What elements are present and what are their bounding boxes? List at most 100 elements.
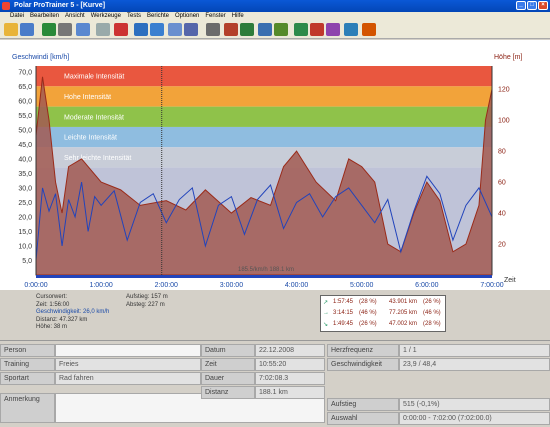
date-value: 22.12.2008	[255, 344, 325, 357]
summary-row: → 3:14:15 (46 %) 77.205 km (46 %)	[323, 310, 443, 316]
duration-value: 7:02:08.3	[255, 372, 325, 385]
y-right-tick-label: 60	[498, 180, 506, 187]
y-left-tick-label: 70,0	[18, 69, 32, 76]
chart-line-2-icon[interactable]	[150, 23, 164, 36]
time-label: Zeit	[201, 358, 255, 371]
close-button[interactable]: ×	[538, 1, 548, 10]
duration-label: Dauer	[201, 372, 255, 385]
y-left-tick-label: 50,0	[18, 127, 32, 134]
report-4-icon[interactable]	[344, 23, 358, 36]
menu-tests[interactable]: Tests	[126, 13, 141, 19]
menu-optionen[interactable]: Optionen	[175, 13, 200, 19]
intensity-zone	[36, 86, 492, 107]
y-left-tick-label: 65,0	[18, 84, 32, 91]
y-left-tick-label: 5,0	[22, 258, 32, 265]
laps-icon[interactable]	[258, 23, 272, 36]
direction-arrow-icon: ↘	[323, 322, 329, 328]
descent-value: Absteg: 227 m	[126, 301, 165, 308]
report-3-icon[interactable]	[326, 23, 340, 36]
y-left-tick-label: 60,0	[18, 98, 32, 105]
y-right-tick-label: 80	[498, 149, 506, 156]
toolbar	[0, 21, 550, 39]
left-axis-title: Geschwindi [km/h]	[12, 54, 69, 61]
cursor-title: Cursorwert:	[36, 294, 68, 300]
summary-time-percent: (26 %)	[359, 321, 377, 327]
summary-distance: 47.002 km	[389, 321, 418, 327]
speed-value: 23,9 / 48,4	[399, 358, 550, 371]
y-left-tick-label: 30,0	[18, 185, 32, 192]
cursor-speed: Geschwindigkeit: 26,0 km/h	[36, 309, 110, 316]
menu-werkzeuge[interactable]: Werkzeuge	[90, 13, 121, 19]
y-left-tick-label: 35,0	[18, 171, 32, 178]
person-value	[55, 344, 201, 357]
title-bar: Polar ProTrainer 5 - [Kurve] _ □ ×	[0, 0, 550, 12]
exercise-details: Person Training Freies Sportart Rad fahr…	[0, 340, 550, 427]
right-axis-title: Höhe [m]	[494, 54, 522, 61]
x-tick-label: 2:00:00	[155, 282, 178, 289]
cursor-time: Zeit: 1:56:00	[36, 301, 70, 308]
intensity-zone	[36, 147, 492, 168]
menu-fenster[interactable]: Fenster	[205, 13, 226, 19]
selection-label: Auswahl	[327, 412, 399, 425]
menu-berichte[interactable]: Berichte	[147, 13, 170, 19]
delete-icon[interactable]	[114, 23, 128, 36]
speed-label: Geschwindigkeit	[327, 358, 399, 371]
summary-distance-percent: (26 %)	[423, 299, 441, 305]
report-2-icon[interactable]	[310, 23, 324, 36]
y-left-tick-label: 25,0	[18, 200, 32, 207]
x-axis-bar	[36, 275, 492, 278]
ascent-summary: 515 (-0,1%)	[399, 398, 550, 411]
zone-label: Leichte Intensität	[64, 135, 117, 142]
person-label: Person	[0, 344, 55, 357]
compare-icon[interactable]	[224, 23, 238, 36]
speed-line	[35, 175, 493, 261]
distance-label: Distanz	[201, 386, 255, 399]
zone-label: Moderate Intensität	[64, 114, 124, 121]
date-label: Datum	[201, 344, 255, 357]
ascent-value: Aufstieg: 157 m	[126, 294, 168, 300]
y-right-tick-label: 120	[498, 87, 510, 94]
x-tick-label: 7:00:00	[480, 282, 503, 289]
window-title: Polar ProTrainer 5 - [Kurve]	[14, 2, 106, 9]
summary-distance: 43.901 km	[389, 299, 418, 305]
menu-bearbeiten[interactable]: Bearbeiten	[30, 13, 60, 19]
app-icon	[2, 2, 10, 10]
summary-time-percent: (28 %)	[359, 299, 377, 305]
x-tick-label: 6:00:00	[415, 282, 438, 289]
speed-altitude-chart[interactable]: Maximale Intensität Hohe Intensität Modera…	[0, 40, 550, 290]
summary-distance-percent: (46 %)	[423, 310, 441, 316]
cursor-altitude: Höhe: 38 m	[36, 324, 68, 331]
intensity-zone	[36, 126, 492, 148]
notes-icon[interactable]	[96, 23, 110, 36]
maximize-button[interactable]: □	[527, 1, 537, 10]
exercise-icon[interactable]	[42, 23, 56, 36]
save-icon[interactable]	[20, 23, 34, 36]
menu-ansicht[interactable]: Ansicht	[65, 13, 85, 19]
flag-icon[interactable]	[240, 23, 254, 36]
zone-label: Maximale Intensität	[64, 74, 124, 81]
summary-distance-percent: (28 %)	[423, 321, 441, 327]
minimize-button[interactable]: _	[516, 1, 526, 10]
report-1-icon[interactable]	[294, 23, 308, 36]
chart-columns-icon[interactable]	[184, 23, 198, 36]
calendar-icon[interactable]	[76, 23, 90, 36]
menu-datei[interactable]: Datei	[10, 13, 25, 19]
x-tick-label: 4:00:00	[285, 282, 308, 289]
summary-time: 3:14:15	[333, 310, 354, 316]
stats-icon[interactable]	[274, 23, 288, 36]
summary-row: ↘ 1:49:45 (26 %) 47.002 km (28 %)	[323, 321, 443, 328]
y-right-tick-label: 100	[498, 118, 510, 125]
heart-rate-value: 1 / 1	[399, 344, 550, 357]
zone-label: Hohe Intensität	[64, 94, 111, 101]
open-icon[interactable]	[4, 23, 18, 36]
gear-icon[interactable]	[58, 23, 72, 36]
chart-area-icon[interactable]	[168, 23, 182, 36]
report-5-icon[interactable]	[362, 23, 376, 36]
x-tick-label: 1:00:00	[89, 282, 112, 289]
summary-time: 1:49:45	[333, 321, 354, 327]
zoom-icon[interactable]	[206, 23, 220, 36]
climb-info: Aufstieg: 157 m Absteg: 227 m	[126, 294, 168, 309]
menu-hilfe[interactable]: Hilfe	[231, 13, 244, 19]
direction-summary: ↗ 1:57:45 (28 %) 43.901 km (26 %) → 3:14:15 (46…	[320, 295, 446, 332]
chart-line-icon[interactable]	[134, 23, 148, 36]
